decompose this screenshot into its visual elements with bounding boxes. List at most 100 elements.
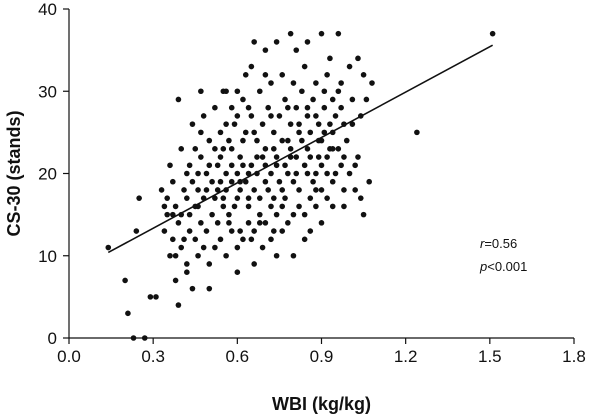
data-point [276, 178, 283, 185]
data-point [195, 170, 201, 177]
trendline [107, 44, 494, 254]
data-point [324, 195, 330, 201]
y-tick-label: 0 [48, 329, 57, 348]
x-axis-ticks: 0.0 0.3 0.6 0.9 1.2 1.5 1.8 [57, 338, 586, 366]
data-point [332, 170, 339, 177]
data-point [248, 113, 255, 119]
data-point [324, 72, 330, 78]
data-point [212, 146, 218, 152]
data-point [200, 244, 207, 251]
data-point [133, 228, 140, 234]
data-point [234, 269, 241, 276]
data-point [335, 88, 342, 95]
data-point [136, 195, 142, 201]
data-point [186, 211, 193, 218]
data-point [268, 203, 274, 210]
x-tick-label: 1.8 [562, 347, 586, 366]
data-point [265, 187, 271, 193]
data-point [296, 203, 302, 210]
data-point [228, 162, 235, 169]
data-point [329, 178, 336, 185]
data-point [285, 220, 291, 226]
data-point [285, 170, 291, 177]
data-point [228, 228, 235, 234]
data-point [223, 252, 229, 259]
data-point [329, 146, 336, 152]
data-point [217, 129, 224, 136]
data-point [175, 220, 182, 226]
data-point [245, 104, 252, 111]
data-point [206, 137, 213, 144]
p-value-annotation: p<0.001 [479, 259, 527, 274]
data-point [228, 146, 235, 152]
data-point [254, 137, 260, 144]
data-point [341, 154, 347, 160]
data-point [363, 96, 370, 103]
data-point [228, 178, 235, 185]
data-point [268, 80, 274, 86]
data-point [189, 178, 196, 185]
data-point [184, 195, 190, 201]
data-point [301, 236, 308, 243]
data-point [256, 211, 263, 218]
data-point [268, 236, 274, 243]
data-point [310, 96, 316, 103]
data-point [273, 211, 280, 218]
data-point [282, 162, 288, 169]
data-point [172, 252, 179, 259]
data-point [237, 228, 243, 234]
data-point [122, 277, 128, 284]
data-point [301, 63, 308, 70]
data-point [184, 261, 190, 267]
data-point [343, 137, 350, 144]
data-point [271, 228, 277, 234]
data-point [290, 252, 297, 259]
trendline-group [107, 44, 494, 254]
data-point [158, 187, 165, 193]
data-point [268, 170, 274, 177]
data-point [192, 236, 199, 243]
data-point [206, 162, 213, 169]
data-point [212, 244, 218, 251]
data-point [256, 220, 263, 226]
data-point [313, 113, 319, 119]
data-point [304, 170, 311, 177]
data-point [231, 203, 238, 210]
data-point [290, 80, 297, 86]
data-point [304, 39, 311, 45]
data-point [273, 252, 280, 259]
data-point [296, 187, 302, 193]
data-point [349, 96, 356, 103]
data-point [198, 220, 204, 226]
data-point [226, 220, 232, 226]
data-point [181, 236, 187, 243]
data-point [248, 236, 255, 243]
y-tick-label: 40 [38, 0, 57, 19]
data-point [203, 228, 210, 234]
data-point [318, 30, 325, 37]
data-point [293, 154, 300, 160]
data-point [206, 261, 213, 267]
data-point [321, 104, 328, 111]
data-point [240, 236, 246, 243]
data-point [248, 162, 255, 169]
data-point [234, 195, 241, 201]
data-point [271, 129, 277, 136]
data-point [332, 113, 339, 119]
data-point [245, 195, 252, 201]
y-tick-label: 30 [38, 82, 57, 101]
data-point [226, 211, 232, 218]
data-point [184, 170, 190, 177]
data-point [217, 178, 224, 185]
data-point [147, 294, 154, 300]
data-point [217, 154, 224, 160]
data-point [240, 137, 246, 144]
data-point [287, 146, 294, 152]
data-point [315, 121, 322, 127]
data-point [248, 63, 255, 70]
data-point [262, 220, 269, 226]
data-point [352, 162, 358, 169]
data-points [105, 30, 496, 341]
data-point [279, 203, 286, 210]
